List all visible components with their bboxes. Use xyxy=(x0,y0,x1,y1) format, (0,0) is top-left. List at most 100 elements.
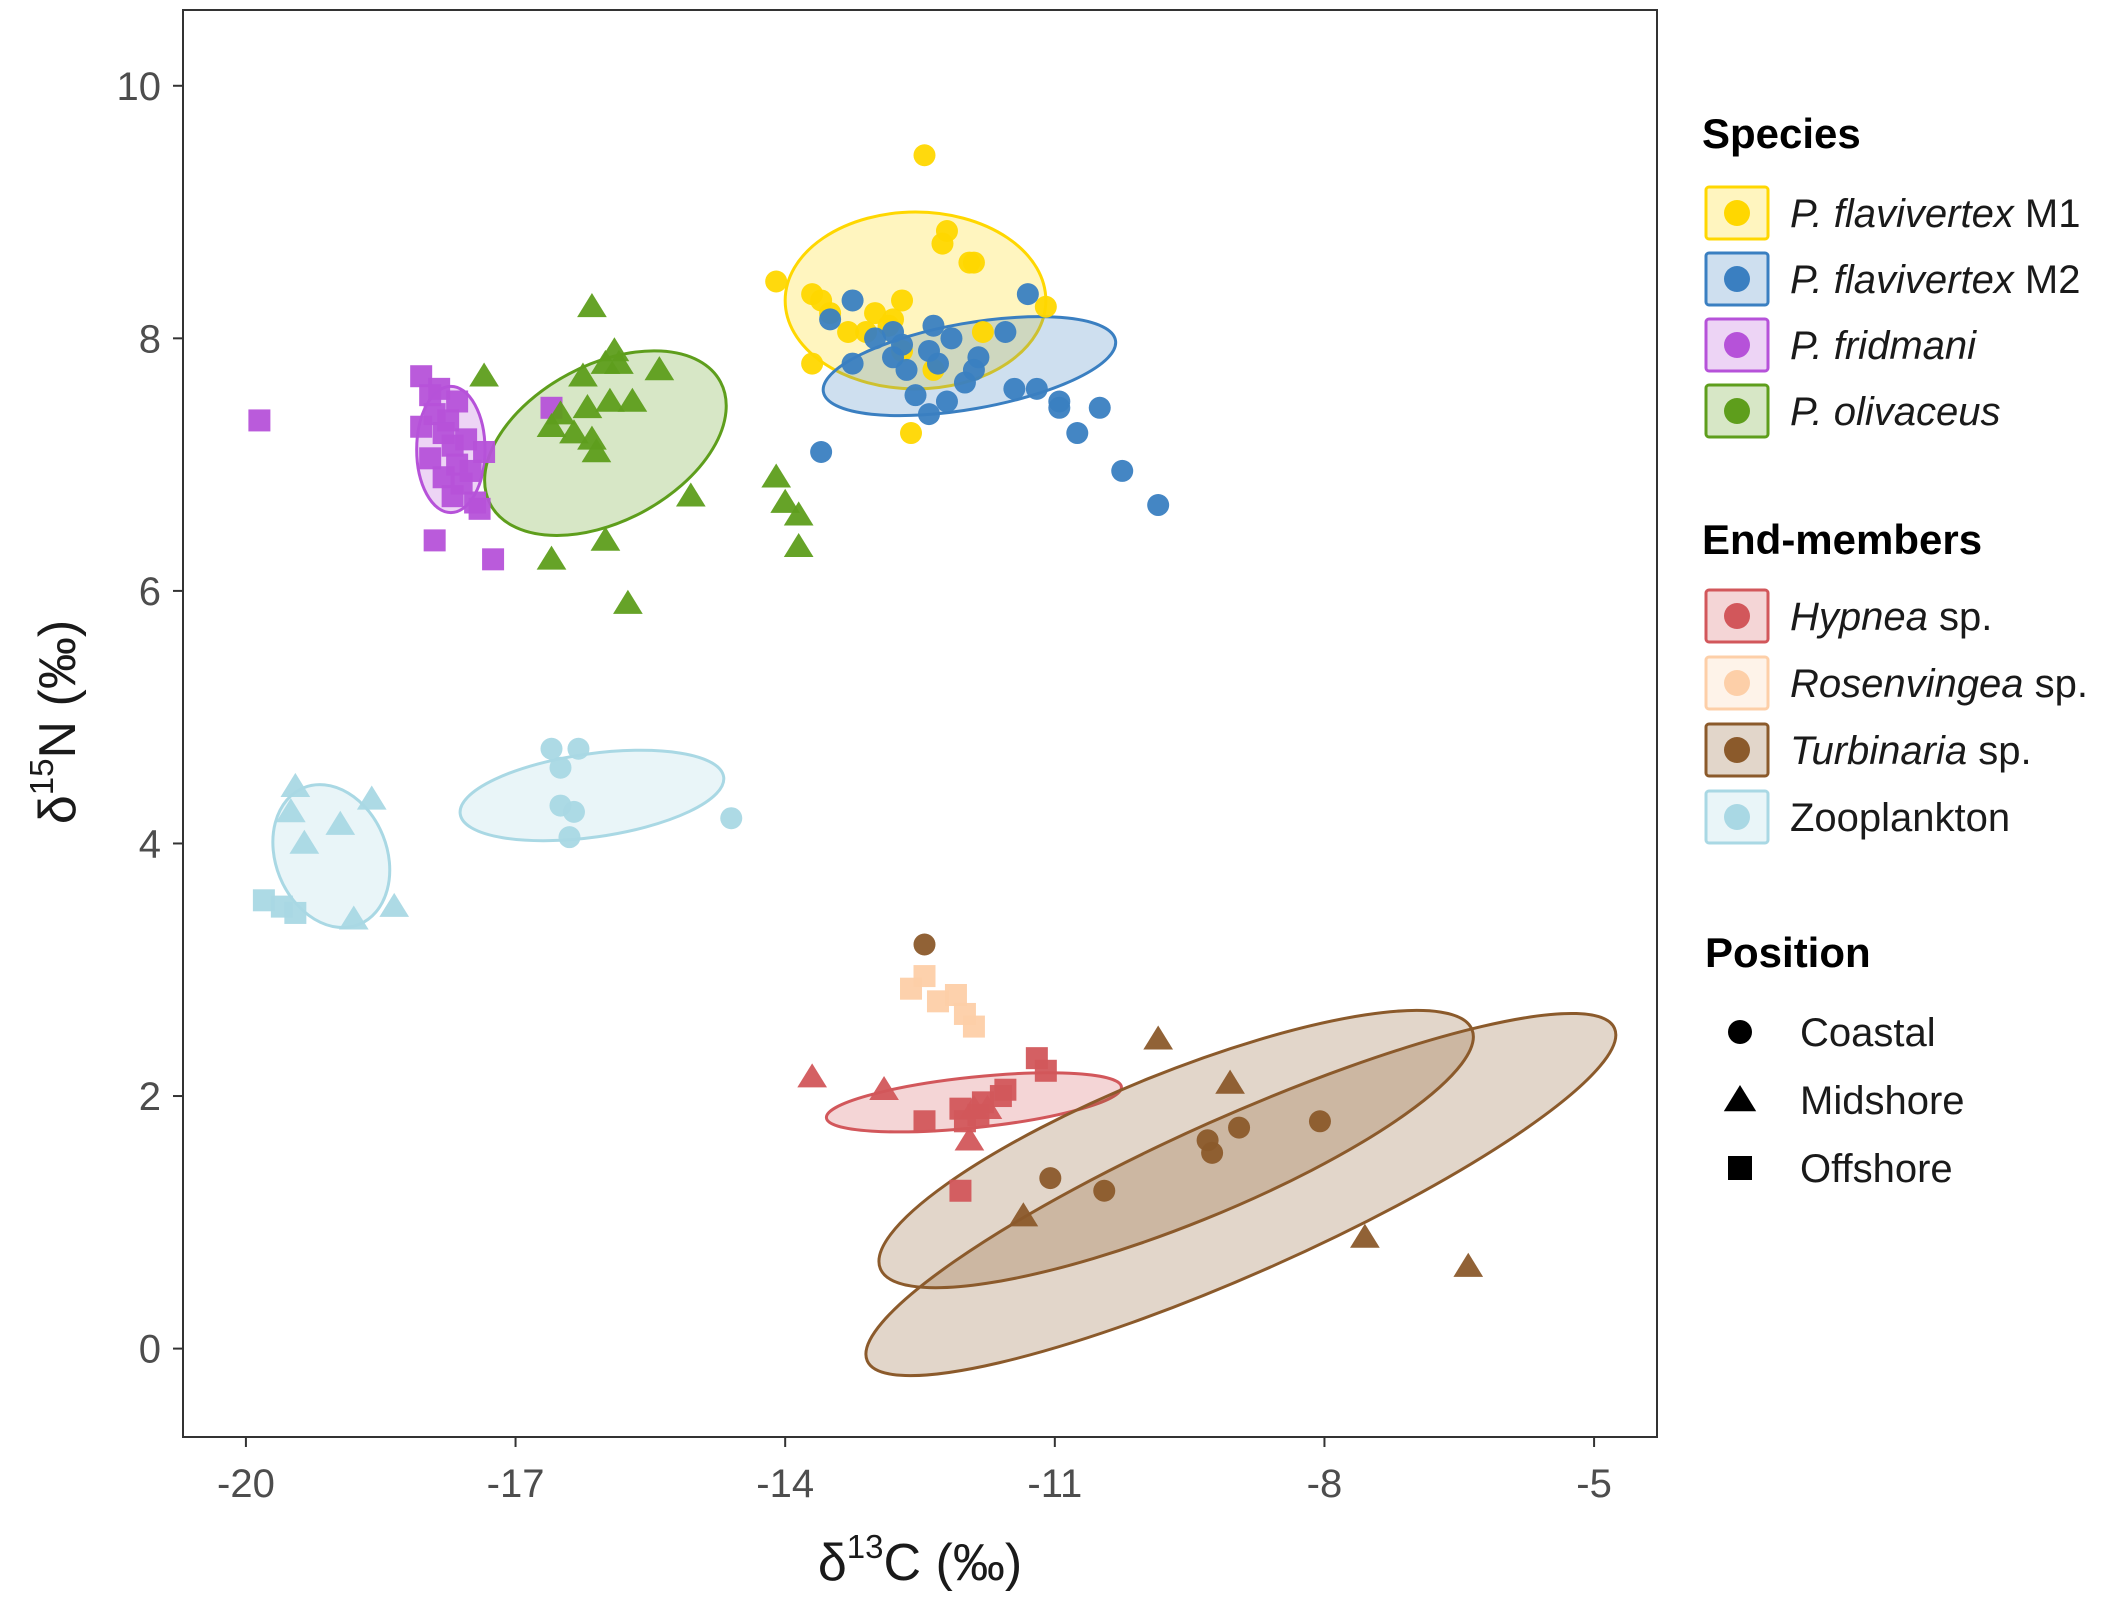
point-pfr-square-16 xyxy=(441,485,464,508)
point-tur-triangle-3 xyxy=(1350,1223,1380,1248)
point-pol-triangle-4 xyxy=(644,356,675,381)
x-tick-label-5: -5 xyxy=(1576,1462,1612,1506)
point-pf1-circle-9 xyxy=(891,289,914,312)
point-hyp-square-3 xyxy=(989,1085,1012,1108)
point-tur-triangle-1 xyxy=(1215,1069,1245,1094)
point-pol-triangle-19 xyxy=(590,526,621,551)
point-pfr-square-9 xyxy=(441,434,464,457)
point-pfr-square-3 xyxy=(446,390,469,413)
point-pol-triangle-16 xyxy=(761,463,792,488)
legend-position-label-circle: Coastal xyxy=(1800,1011,1936,1055)
point-pol-triangle-9 xyxy=(572,394,603,419)
legend-position-label-triangle: Midshore xyxy=(1800,1079,1965,1123)
point-pf2-circle-6 xyxy=(994,321,1017,344)
point-pf1-circle-8 xyxy=(810,289,833,312)
point-pol-triangle-21 xyxy=(536,545,567,570)
point-pf2-circle-16 xyxy=(1003,377,1026,400)
point-pf2-circle-28 xyxy=(841,289,864,312)
legend-title-position: Position xyxy=(1705,929,1871,976)
legend-key-dot-pf1 xyxy=(1724,200,1750,226)
point-ros-square-5 xyxy=(962,1015,985,1038)
point-pfr-square-20 xyxy=(482,548,505,571)
point-pol-triangle-7 xyxy=(617,387,648,412)
legend-key-dot-pf2 xyxy=(1724,266,1750,292)
point-pfr-square-19 xyxy=(423,529,446,552)
legend-position-label-square: Offshore xyxy=(1800,1147,1953,1191)
x-tick-label-2: -14 xyxy=(756,1462,814,1506)
point-pf2-circle-11 xyxy=(895,358,918,381)
legend-label-tur: Turbinaria sp. xyxy=(1790,729,2032,773)
point-hyp-triangle-3 xyxy=(972,1094,1003,1119)
legend-label-hyp: Hypnea sp. xyxy=(1790,595,1992,639)
point-ros-square-2 xyxy=(944,984,967,1007)
point-pfr-square-0 xyxy=(410,365,433,388)
point-tur-triangle-2 xyxy=(1008,1202,1039,1227)
point-pol-triangle-6 xyxy=(469,362,499,387)
point-zoo-circle-6 xyxy=(720,807,743,830)
point-zoo-square-0 xyxy=(252,889,275,912)
legend-label-pf2: P. flavivertex M2 xyxy=(1790,258,2081,302)
point-tur-triangle-4 xyxy=(1453,1252,1484,1277)
point-pol-triangle-11 xyxy=(536,412,567,438)
point-pfr-square-2 xyxy=(419,384,442,407)
point-tur-circle-2 xyxy=(1228,1116,1251,1139)
legend: Species End-members Position P. flaviver… xyxy=(1702,110,2088,1191)
point-hyp-square-9 xyxy=(949,1179,972,1202)
legend-title-species: Species xyxy=(1702,110,1861,157)
legend-shape-square xyxy=(1728,1156,1752,1180)
point-pf2-circle-15 xyxy=(953,371,976,394)
point-pf2-circle-26 xyxy=(1111,459,1134,482)
y-axis-label-sup: 15 xyxy=(23,758,60,795)
point-zoo-triangle-5 xyxy=(379,892,410,917)
point-pf2-circle-22 xyxy=(1088,396,1111,419)
x-axis-label: δ13C (‰) xyxy=(818,1528,1022,1592)
point-pf2-circle-2 xyxy=(864,327,887,350)
point-pfr-square-21 xyxy=(248,409,271,432)
point-pf2-circle-19 xyxy=(935,390,958,413)
points-layer xyxy=(248,144,1484,1277)
legend-label-ros: Rosenvingea sp. xyxy=(1790,662,2088,706)
point-zoo-circle-2 xyxy=(549,756,572,779)
point-zoo-triangle-1 xyxy=(356,785,387,810)
point-tur-circle-5 xyxy=(1039,1167,1062,1190)
legend-label-pfr: P. fridmani xyxy=(1790,324,1977,368)
point-pf2-circle-0 xyxy=(1016,283,1039,306)
point-pf2-circle-4 xyxy=(922,314,945,337)
point-pfr-square-14 xyxy=(432,466,455,489)
point-hyp-triangle-1 xyxy=(869,1075,899,1101)
point-pf2-circle-24 xyxy=(1066,422,1089,445)
point-pol-triangle-17 xyxy=(770,488,801,513)
point-pf1-circle-20 xyxy=(900,422,923,445)
legend-shape-triangle xyxy=(1723,1085,1757,1112)
axes-layer: -20 -17 -14 -11 -8 -5 0 2 4 6 8 10 xyxy=(117,65,1612,1506)
point-pfr-square-10 xyxy=(473,440,496,463)
point-pf2-circle-1 xyxy=(819,308,842,331)
point-hyp-square-1 xyxy=(1034,1059,1057,1082)
point-pf2-circle-10 xyxy=(841,352,864,375)
point-pol-triangle-0 xyxy=(577,293,607,318)
point-pf2-circle-25 xyxy=(810,440,833,463)
y-tick-label-4: 8 xyxy=(139,317,161,361)
legend-label-pol: P. olivaceus xyxy=(1790,390,2001,434)
point-pf2-circle-12 xyxy=(926,352,949,375)
point-hyp-triangle-4 xyxy=(954,1126,985,1151)
point-pol-triangle-12 xyxy=(559,419,589,444)
ellipse-tur-8 xyxy=(864,1011,1618,1378)
point-zoo-triangle-2 xyxy=(276,798,306,823)
legend-title-endmembers: End-members xyxy=(1702,516,1982,563)
point-tur-circle-1 xyxy=(1308,1110,1331,1133)
point-pf2-circle-23 xyxy=(917,403,940,426)
point-pf1-circle-2 xyxy=(931,232,954,255)
point-tur-circle-0 xyxy=(913,933,936,956)
point-pf2-circle-17 xyxy=(1025,377,1048,400)
y-axis-label: δ15N (‰) xyxy=(23,620,87,824)
point-pfr-square-6 xyxy=(410,415,433,438)
point-pol-triangle-3 xyxy=(590,349,621,374)
point-tur-triangle-0 xyxy=(1143,1025,1174,1050)
y-tick-label-2: 4 xyxy=(139,822,161,866)
point-zoo-circle-5 xyxy=(558,826,581,849)
point-pf2-circle-18 xyxy=(904,384,927,407)
point-pol-triangle-14 xyxy=(581,438,612,463)
legend-key-dot-pfr xyxy=(1724,332,1750,358)
